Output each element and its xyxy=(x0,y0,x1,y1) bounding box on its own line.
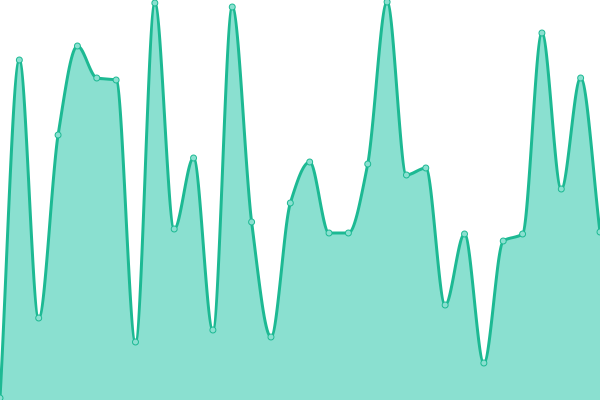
data-point xyxy=(54,131,62,139)
data-point xyxy=(538,29,546,37)
data-point xyxy=(267,333,275,341)
data-point xyxy=(344,229,352,237)
data-point xyxy=(461,230,469,238)
data-point xyxy=(306,158,314,166)
data-point xyxy=(441,301,449,309)
data-point xyxy=(112,76,120,84)
data-point xyxy=(364,160,372,168)
data-point xyxy=(209,326,217,334)
data-point xyxy=(93,74,101,82)
data-point xyxy=(422,164,430,172)
data-point xyxy=(480,359,488,367)
data-point xyxy=(596,228,600,236)
data-point xyxy=(170,225,178,233)
data-point xyxy=(519,230,527,238)
data-point xyxy=(325,229,333,237)
data-point xyxy=(499,237,507,245)
data-point xyxy=(190,154,198,162)
data-point xyxy=(73,42,81,50)
data-point xyxy=(15,56,23,64)
data-point xyxy=(228,3,236,11)
data-point xyxy=(0,394,4,400)
data-point xyxy=(286,199,294,207)
data-point xyxy=(557,185,565,193)
data-point xyxy=(131,338,139,346)
data-point xyxy=(35,314,43,322)
data-point xyxy=(151,0,159,7)
data-point xyxy=(248,218,256,226)
data-point xyxy=(383,0,391,6)
data-point xyxy=(577,74,585,82)
data-point xyxy=(402,171,410,179)
